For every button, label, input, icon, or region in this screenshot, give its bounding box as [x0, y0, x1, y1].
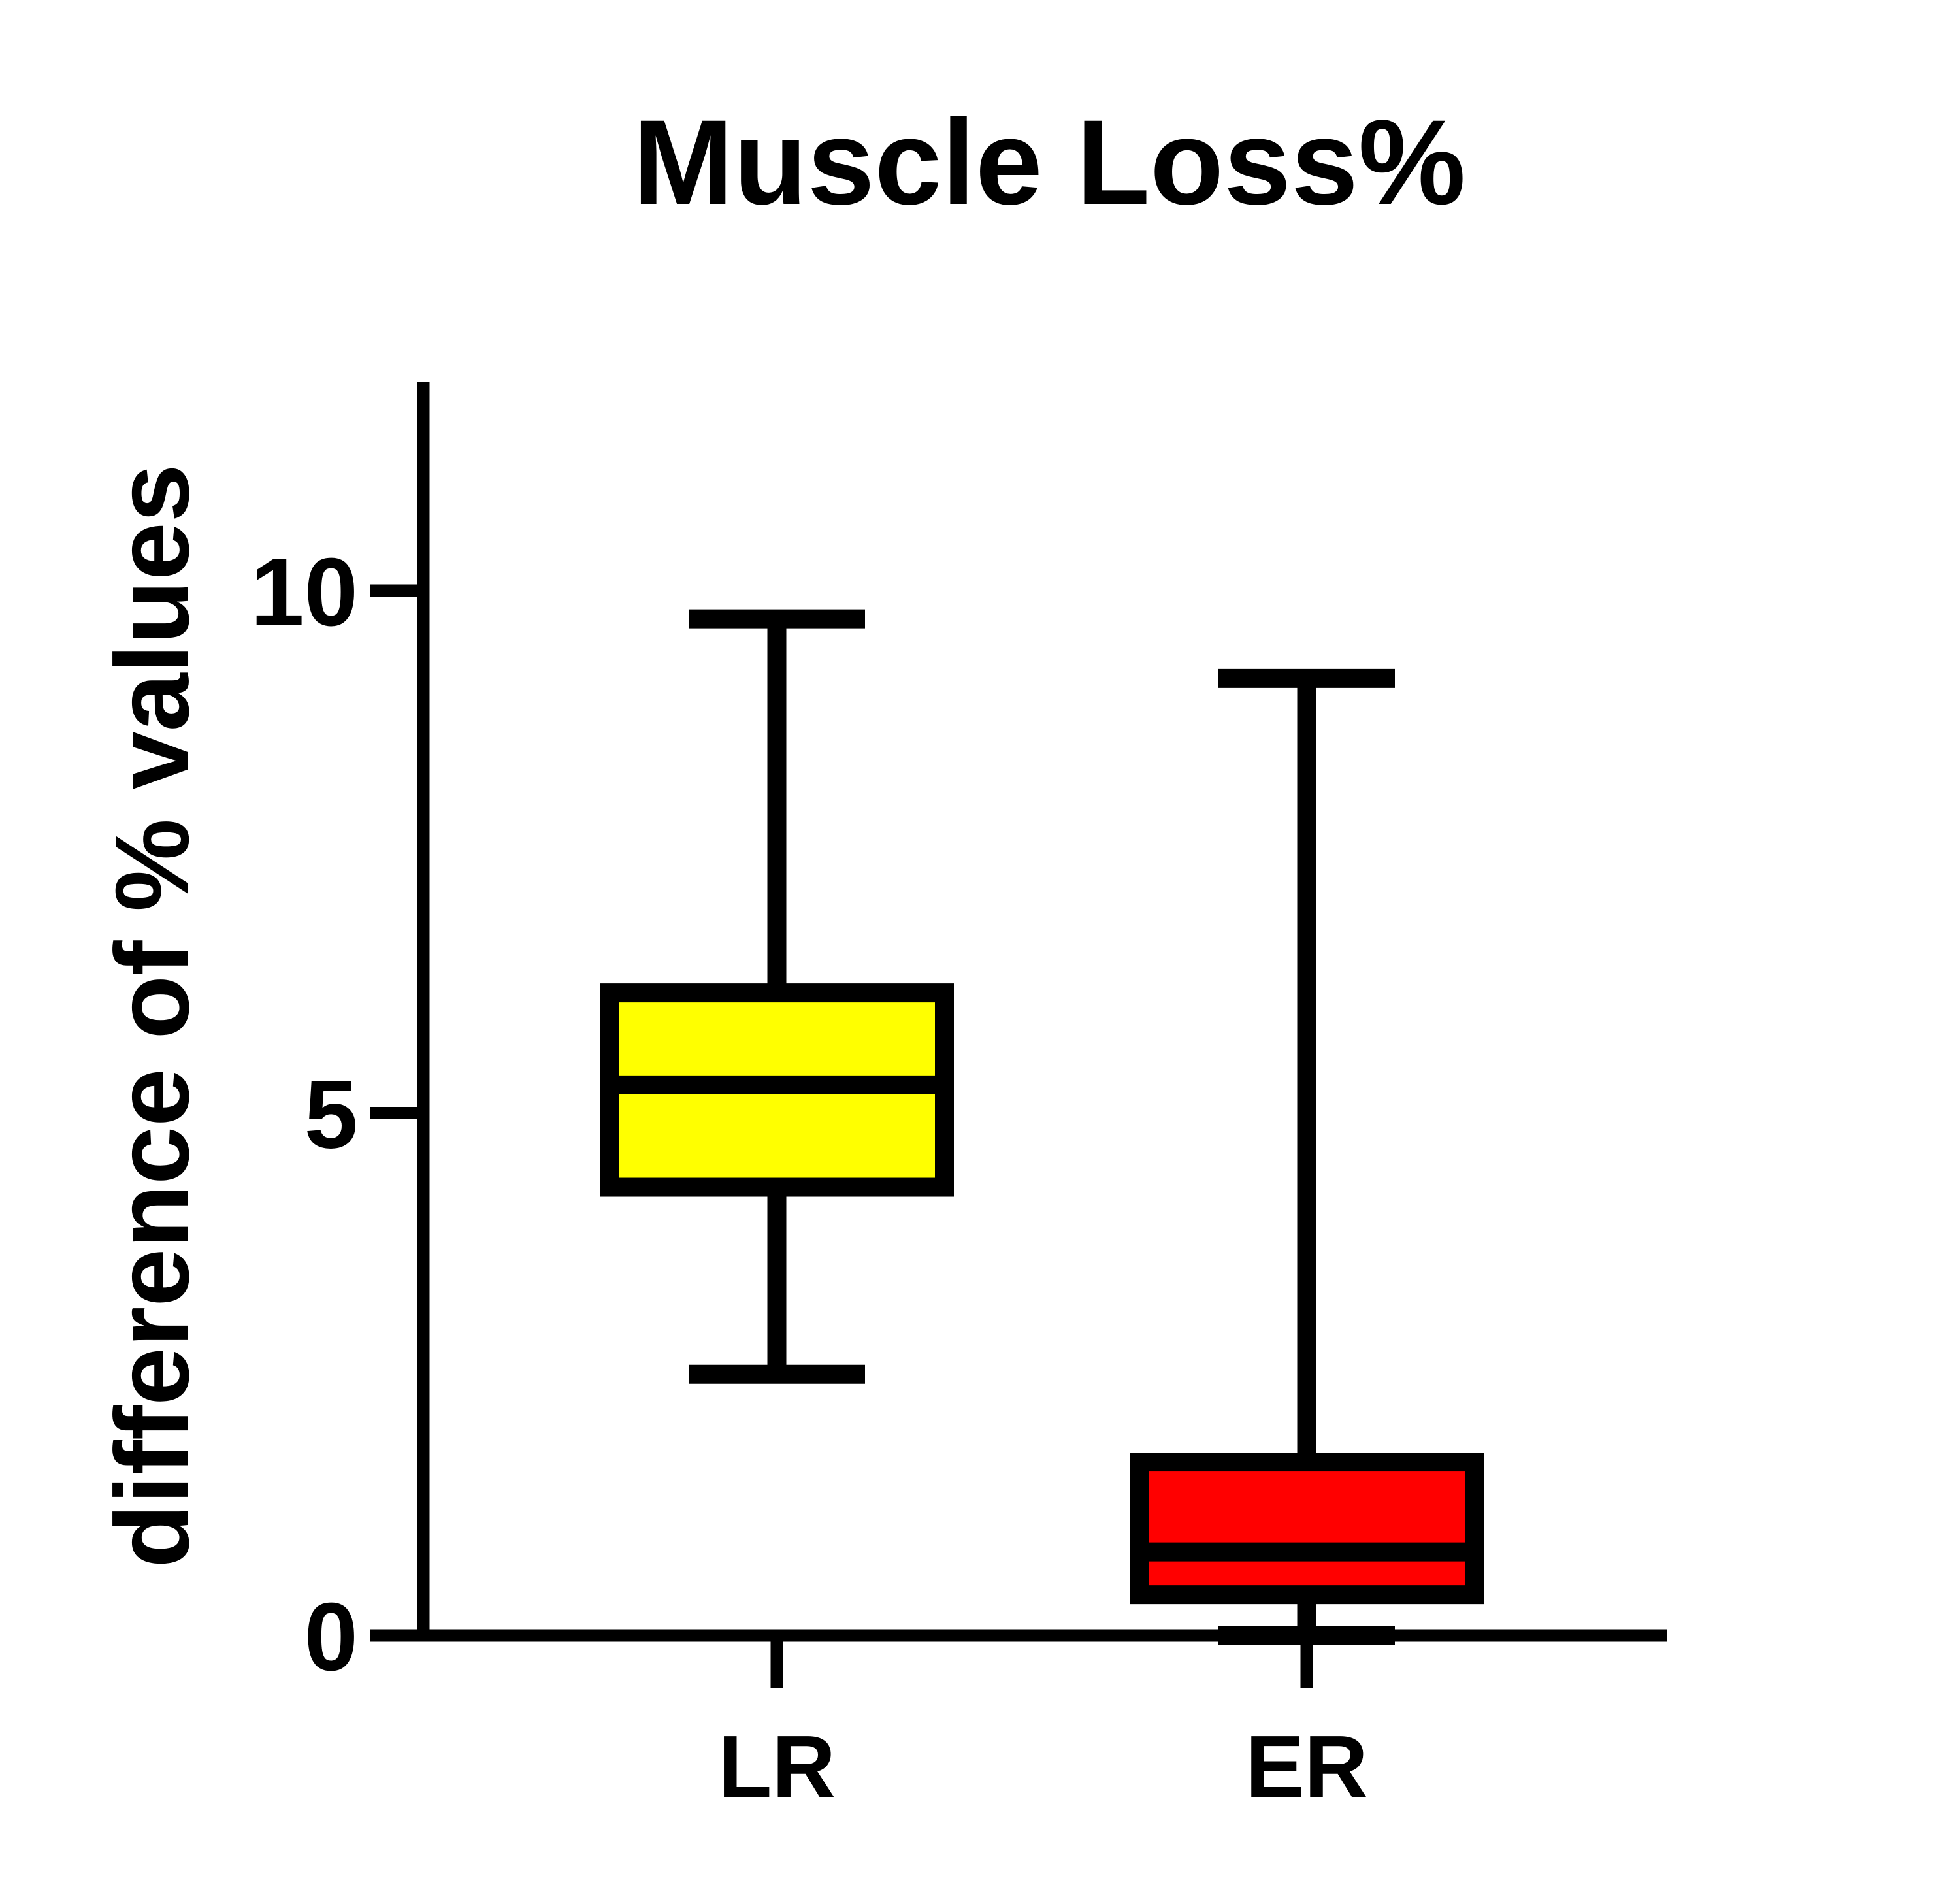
- x-tick-label-er: ER: [1245, 1717, 1368, 1816]
- y-axis: 0 5 10: [250, 382, 430, 1691]
- box-er: [1130, 668, 1484, 1645]
- y-tick-label: 10: [250, 538, 358, 646]
- y-tick-label: 0: [304, 1583, 358, 1691]
- y-axis-label: difference of % values: [93, 464, 210, 1568]
- chart-title: Muscle Loss%: [633, 95, 1466, 230]
- x-tick-label-lr: LR: [718, 1717, 836, 1816]
- box-series: [600, 609, 1484, 1645]
- box-lr: [600, 609, 954, 1384]
- iqr-box: [1130, 1453, 1484, 1605]
- x-axis: LR ER: [370, 1629, 1667, 1816]
- y-tick-label: 5: [304, 1061, 358, 1169]
